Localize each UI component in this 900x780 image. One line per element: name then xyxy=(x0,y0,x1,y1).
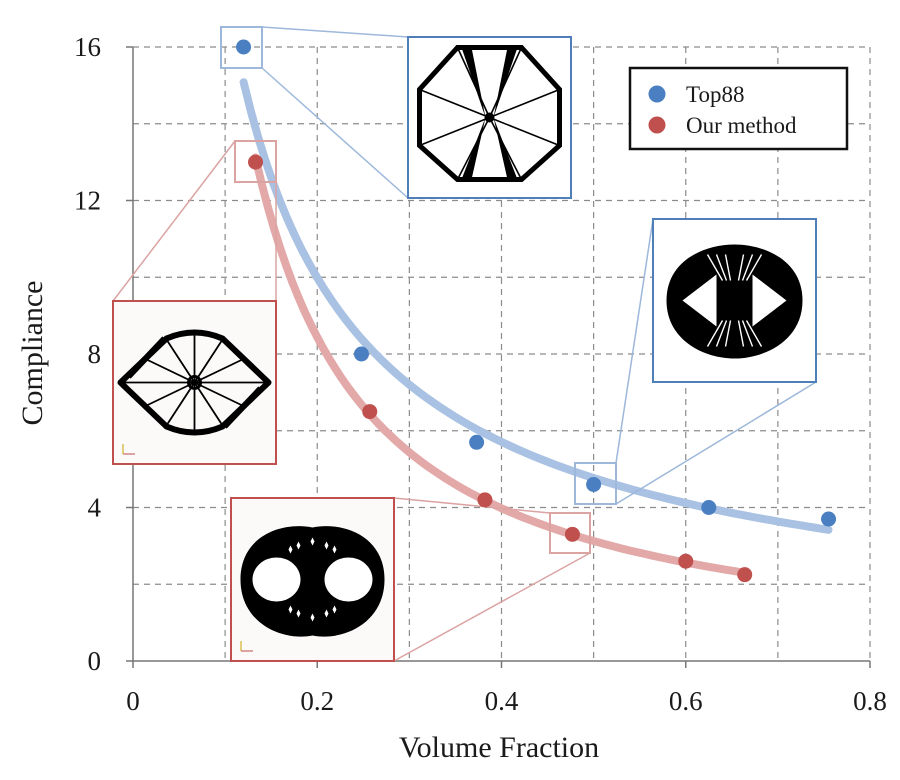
dense-slit-shape xyxy=(706,254,724,281)
holes-hole-shape xyxy=(324,557,373,602)
data-point-our-method xyxy=(477,492,493,508)
holes-pore-shape xyxy=(324,541,329,550)
frame-member-shape xyxy=(193,382,226,429)
dense-hole-shape xyxy=(752,274,787,327)
frame-member-shape xyxy=(144,381,195,408)
connector-line xyxy=(393,497,551,514)
legend-label-top88: Top88 xyxy=(686,82,744,107)
truss-strut-shape xyxy=(461,47,486,118)
dense-slit-shape xyxy=(737,254,745,281)
x-tick-label: 0.6 xyxy=(669,686,703,716)
legend-box xyxy=(628,66,849,151)
truss-node-shape xyxy=(484,112,495,123)
connector-line xyxy=(615,381,817,505)
y-tick-label: 16 xyxy=(74,32,101,62)
connector-line xyxy=(112,140,236,302)
holes-pore-shape xyxy=(288,605,293,614)
dense-slit-shape xyxy=(741,320,754,347)
data-point-top88 xyxy=(469,434,485,450)
data-point-top88 xyxy=(701,500,717,515)
y-tick-label: 0 xyxy=(88,646,102,676)
zoom-marker-our-method xyxy=(234,140,277,183)
data-point-our-method xyxy=(678,553,694,569)
frame-member-shape xyxy=(194,381,245,408)
dense-slit-shape xyxy=(715,254,728,281)
design-inset-top88 xyxy=(652,218,817,383)
zoom-connectors xyxy=(112,26,817,662)
y-tick-label: 12 xyxy=(74,186,101,216)
data-point-our-method xyxy=(248,154,264,170)
frame-member-shape xyxy=(194,357,245,384)
dense-slit-shape xyxy=(745,320,763,347)
design-inset-top88 xyxy=(407,36,572,199)
zoom-marker-top88 xyxy=(220,26,263,69)
connector-line xyxy=(615,218,654,464)
frame-brace-shape xyxy=(126,336,167,379)
y-tick-label: 8 xyxy=(88,339,102,369)
holes-pore-shape xyxy=(332,605,337,614)
truss-member-shape xyxy=(419,116,490,147)
dense-slit-shape xyxy=(715,320,728,347)
y-axis-title: Compliance xyxy=(16,281,49,426)
connector-line xyxy=(393,552,591,662)
y-tick-label: 4 xyxy=(88,493,102,523)
frame-node-shape xyxy=(187,375,202,390)
truss-strut-shape xyxy=(493,47,518,118)
holes-pore-shape xyxy=(310,613,315,622)
legend-marker-our-method xyxy=(648,116,666,134)
data-point-our-method xyxy=(362,404,378,420)
dense-slit-shape xyxy=(706,320,724,347)
holes-body-shape xyxy=(240,526,385,637)
tick-labels: 0 0.2 0.4 0.6 0.8 0 4 8 12 16 xyxy=(74,32,887,716)
data-point-top88 xyxy=(236,39,252,55)
design-inset-our-method xyxy=(112,300,277,465)
holes-pore-shape xyxy=(332,545,337,554)
legend: Top88 Our method xyxy=(628,66,849,151)
x-tick-label: 0 xyxy=(126,686,140,716)
holes-pore-shape xyxy=(288,545,293,554)
truss-strut-shape xyxy=(493,117,518,180)
frame-brace-shape xyxy=(222,386,263,429)
fit-curve-top88 xyxy=(239,78,833,534)
data-point-top88 xyxy=(353,346,369,362)
truss-member-shape xyxy=(489,116,560,147)
zoom-marker-our-method xyxy=(549,512,591,554)
holes-pore-shape xyxy=(324,609,329,618)
x-tick-label: 0.8 xyxy=(853,686,887,716)
design-inset-our-method xyxy=(230,497,395,662)
legend-label-our-method: Our method xyxy=(686,113,797,138)
holes-pore-shape xyxy=(296,609,301,618)
x-tick-label: 0.4 xyxy=(485,686,519,716)
design-insets xyxy=(112,36,817,662)
dense-body-shape xyxy=(666,244,803,359)
frame-member-shape xyxy=(144,357,195,384)
dense-hole-shape xyxy=(682,274,717,327)
truss-member-shape xyxy=(489,88,560,119)
truss-member-shape xyxy=(419,88,490,119)
frame-member-shape xyxy=(193,336,226,383)
connector-line xyxy=(261,67,409,199)
connector-line xyxy=(261,26,409,38)
data-point-our-method xyxy=(564,526,580,542)
data-point-top88 xyxy=(821,511,837,527)
dense-slit-shape xyxy=(741,254,754,281)
x-tick-label: 0.2 xyxy=(300,686,334,716)
holes-pore-shape xyxy=(296,541,301,550)
dense-slit-shape xyxy=(724,320,732,347)
dense-slit-shape xyxy=(724,254,732,281)
dense-slit-shape xyxy=(745,254,763,281)
data-point-top88 xyxy=(586,476,602,492)
frame-member-shape xyxy=(163,382,196,429)
dense-slit-shape xyxy=(737,320,745,347)
frame-member-shape xyxy=(163,336,196,383)
holes-pore-shape xyxy=(310,537,315,546)
truss-strut-shape xyxy=(461,117,486,180)
x-axis-title: Volume Fraction xyxy=(399,731,599,764)
holes-hole-shape xyxy=(252,557,301,602)
legend-marker-top88 xyxy=(648,85,666,103)
data-points xyxy=(236,39,837,583)
zoom-marker-top88 xyxy=(574,462,617,505)
data-point-our-method xyxy=(737,567,753,583)
